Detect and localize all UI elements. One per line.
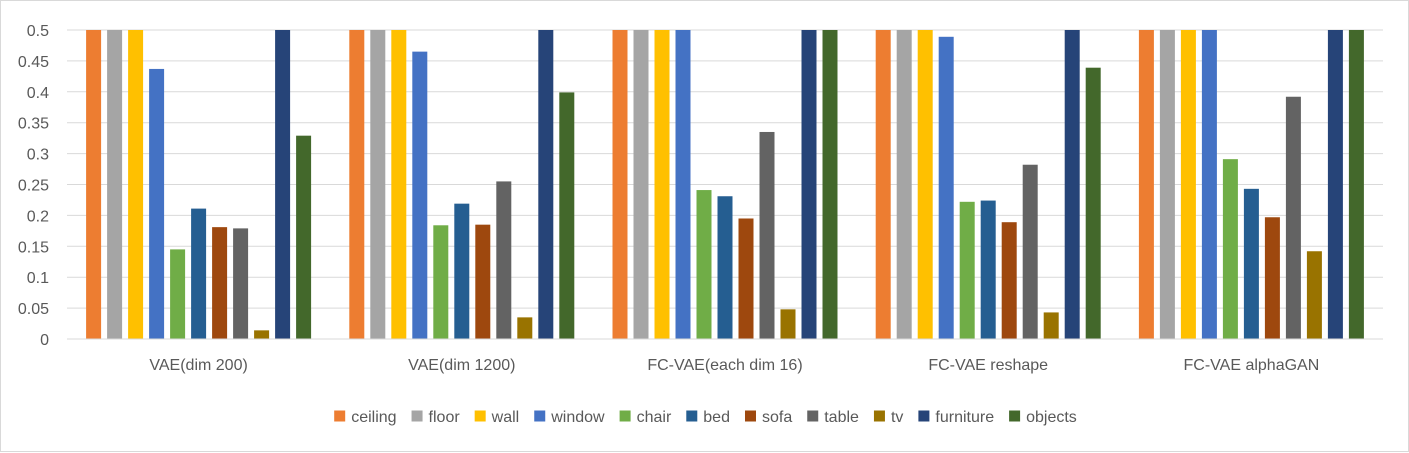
y-tick-label: 0.35 bbox=[18, 116, 49, 133]
bar-bed bbox=[717, 196, 733, 339]
y-tick-label: 0.25 bbox=[18, 178, 49, 195]
legend-swatch-window bbox=[534, 410, 546, 422]
bar-tv bbox=[1306, 251, 1322, 339]
bar-table bbox=[1285, 96, 1301, 339]
bar-bed bbox=[980, 200, 996, 339]
legend-label-tv: tv bbox=[891, 409, 903, 426]
y-tick-label: 0.2 bbox=[27, 208, 49, 225]
bar-furniture bbox=[801, 30, 817, 339]
bar-tv bbox=[1043, 312, 1059, 339]
bar-objects bbox=[1085, 67, 1101, 339]
legend: ceiling floor wall window chair bed sofa table t… bbox=[334, 409, 1077, 426]
bar-chair bbox=[1222, 159, 1238, 339]
y-tick-label: 0.1 bbox=[27, 270, 49, 287]
legend-label-wall: wall bbox=[491, 409, 520, 426]
bar-sofa bbox=[738, 218, 754, 339]
bar-tv bbox=[780, 309, 796, 339]
bar-ceiling bbox=[1138, 30, 1154, 339]
bar-bed bbox=[454, 203, 470, 339]
bar-tv bbox=[517, 317, 533, 339]
bar-furniture bbox=[538, 30, 554, 339]
legend-label-furniture: furniture bbox=[935, 409, 994, 426]
y-tick-label: 0.15 bbox=[18, 239, 49, 256]
legend-label-floor: floor bbox=[429, 409, 461, 426]
category-label: VAE(dim 200) bbox=[149, 357, 247, 374]
y-tick-label: 0.4 bbox=[27, 85, 49, 102]
legend-swatch-floor bbox=[411, 410, 423, 422]
legend-label-ceiling: ceiling bbox=[351, 409, 396, 426]
bar-objects bbox=[1348, 30, 1364, 339]
bar-objects bbox=[822, 30, 838, 339]
bar-floor bbox=[107, 30, 123, 339]
legend-label-chair: chair bbox=[637, 409, 672, 426]
bar-window bbox=[149, 68, 165, 340]
bar-window bbox=[1201, 30, 1217, 339]
bar-chair bbox=[959, 201, 975, 339]
category-label: VAE(dim 1200) bbox=[408, 357, 515, 374]
bar-wall bbox=[128, 30, 144, 339]
y-tick-label: 0.05 bbox=[18, 301, 49, 318]
legend-swatch-chair bbox=[619, 410, 631, 422]
y-tick-label: 0 bbox=[40, 332, 49, 349]
bar-table bbox=[1022, 164, 1038, 339]
bar-sofa bbox=[475, 224, 491, 339]
y-tick-label: 0.3 bbox=[27, 147, 49, 164]
legend-swatch-objects bbox=[1009, 410, 1021, 422]
bar-bed bbox=[191, 208, 207, 339]
bar-objects bbox=[559, 92, 575, 339]
bar-sofa bbox=[1001, 222, 1017, 339]
bar-wall bbox=[391, 30, 407, 339]
legend-swatch-furniture bbox=[918, 410, 930, 422]
legend-swatch-sofa bbox=[744, 410, 756, 422]
bar-sofa bbox=[1264, 217, 1280, 339]
bar-window bbox=[938, 36, 954, 339]
bar-window bbox=[675, 30, 691, 339]
bar-objects bbox=[296, 135, 312, 339]
bar-table bbox=[233, 228, 249, 339]
axes: 0 0.05 0.1 0.15 0.2 0.25 0.3 0.35 0.4 0.45 0.5 VAE(… bbox=[18, 23, 1383, 374]
category-label: FC-VAE alphaGAN bbox=[1184, 357, 1320, 374]
legend-label-sofa: sofa bbox=[762, 409, 792, 426]
bar-sofa bbox=[212, 227, 228, 339]
bar-window bbox=[412, 51, 428, 339]
bar-floor bbox=[633, 30, 649, 339]
legend-swatch-wall bbox=[474, 410, 486, 422]
category-label: FC-VAE(each dim 16) bbox=[647, 357, 802, 374]
y-tick-label: 0.5 bbox=[27, 23, 49, 40]
y-tick-label: 0.45 bbox=[18, 54, 49, 71]
legend-label-table: table bbox=[824, 409, 859, 426]
bar-floor bbox=[370, 30, 386, 339]
legend-swatch-ceiling bbox=[334, 410, 346, 422]
bar-table bbox=[496, 181, 512, 339]
legend-swatch-tv bbox=[873, 410, 885, 422]
bar-floor bbox=[896, 30, 912, 339]
bar-floor bbox=[1159, 30, 1175, 339]
bar-wall bbox=[654, 30, 670, 339]
legend-swatch-table bbox=[807, 410, 819, 422]
bar-furniture bbox=[1327, 30, 1343, 339]
category-label: FC-VAE reshape bbox=[928, 357, 1048, 374]
bar-ceiling bbox=[86, 30, 102, 339]
bar-wall bbox=[1180, 30, 1196, 339]
legend-label-objects: objects bbox=[1026, 409, 1077, 426]
legend-label-window: window bbox=[550, 409, 605, 426]
bar-table bbox=[759, 131, 775, 339]
bar-chair bbox=[170, 249, 186, 339]
bar-tv bbox=[254, 330, 270, 339]
bar-furniture bbox=[275, 30, 291, 339]
bar-ceiling bbox=[349, 30, 365, 339]
bar-ceiling bbox=[612, 30, 628, 339]
legend-swatch-bed bbox=[686, 410, 698, 422]
bar-bed bbox=[1243, 188, 1259, 339]
bar-ceiling bbox=[875, 30, 891, 339]
bar-chair bbox=[696, 190, 712, 339]
bars bbox=[86, 30, 1364, 340]
bar-furniture bbox=[1064, 30, 1080, 339]
bar-wall bbox=[917, 30, 933, 339]
bar-chair bbox=[433, 225, 449, 339]
legend-label-bed: bed bbox=[703, 409, 730, 426]
